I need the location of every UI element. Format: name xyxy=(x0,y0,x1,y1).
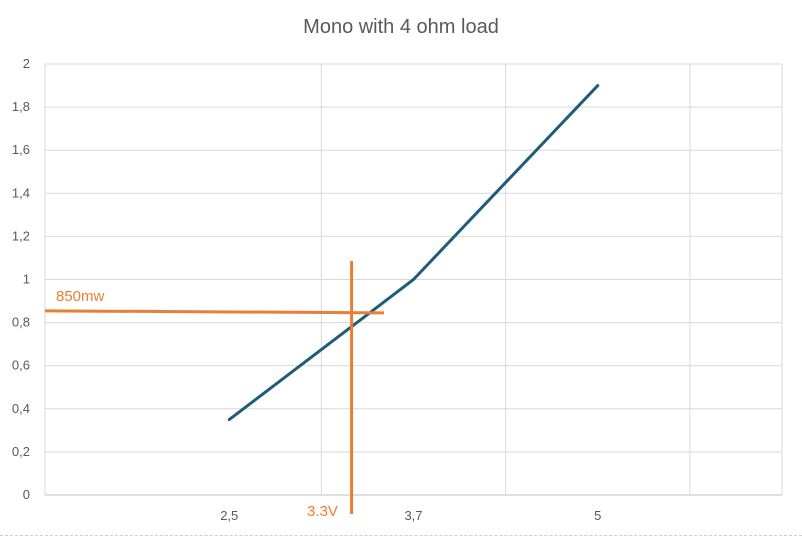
y-tick-label: 0,8 xyxy=(12,315,30,330)
power-annotation-label: 850mw xyxy=(56,288,105,305)
y-tick-label: 0,4 xyxy=(12,401,30,416)
y-tick-label: 1,6 xyxy=(12,142,30,157)
voltage-annotation-label: 3.3V xyxy=(307,503,338,520)
chart-title: Mono with 4 ohm load xyxy=(303,16,499,38)
power-marker-line xyxy=(44,309,385,315)
x-tick-label: 5 xyxy=(594,508,601,523)
y-tick-label: 2 xyxy=(23,56,30,71)
y-tick-label: 0,2 xyxy=(12,444,30,459)
y-tick-label: 1,8 xyxy=(12,99,30,114)
x-tick-label: 2,5 xyxy=(220,508,238,523)
y-tick-label: 1,4 xyxy=(12,185,30,200)
bottom-divider xyxy=(0,535,802,536)
y-tick-label: 0 xyxy=(23,487,30,502)
y-tick-label: 0,6 xyxy=(12,358,30,373)
y-tick-label: 1,2 xyxy=(12,228,30,243)
y-tick-label: 1 xyxy=(23,272,30,287)
x-tick-label: 3,7 xyxy=(404,508,422,523)
series-line xyxy=(227,84,600,422)
